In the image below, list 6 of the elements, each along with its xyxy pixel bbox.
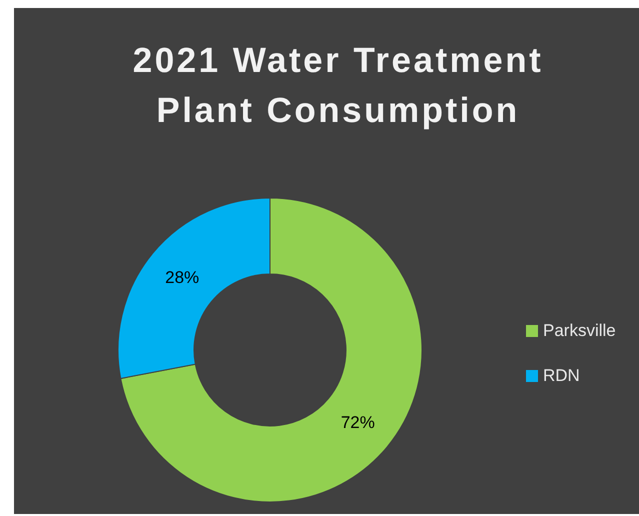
data-label: 72% xyxy=(340,413,375,432)
data-label: 28% xyxy=(165,268,200,287)
legend-label: RDN xyxy=(543,366,580,386)
legend-label: Parksville xyxy=(543,320,616,340)
donut-slice xyxy=(120,198,422,502)
chart-title: 2021 Water Treatment Plant Consumption xyxy=(132,40,544,132)
